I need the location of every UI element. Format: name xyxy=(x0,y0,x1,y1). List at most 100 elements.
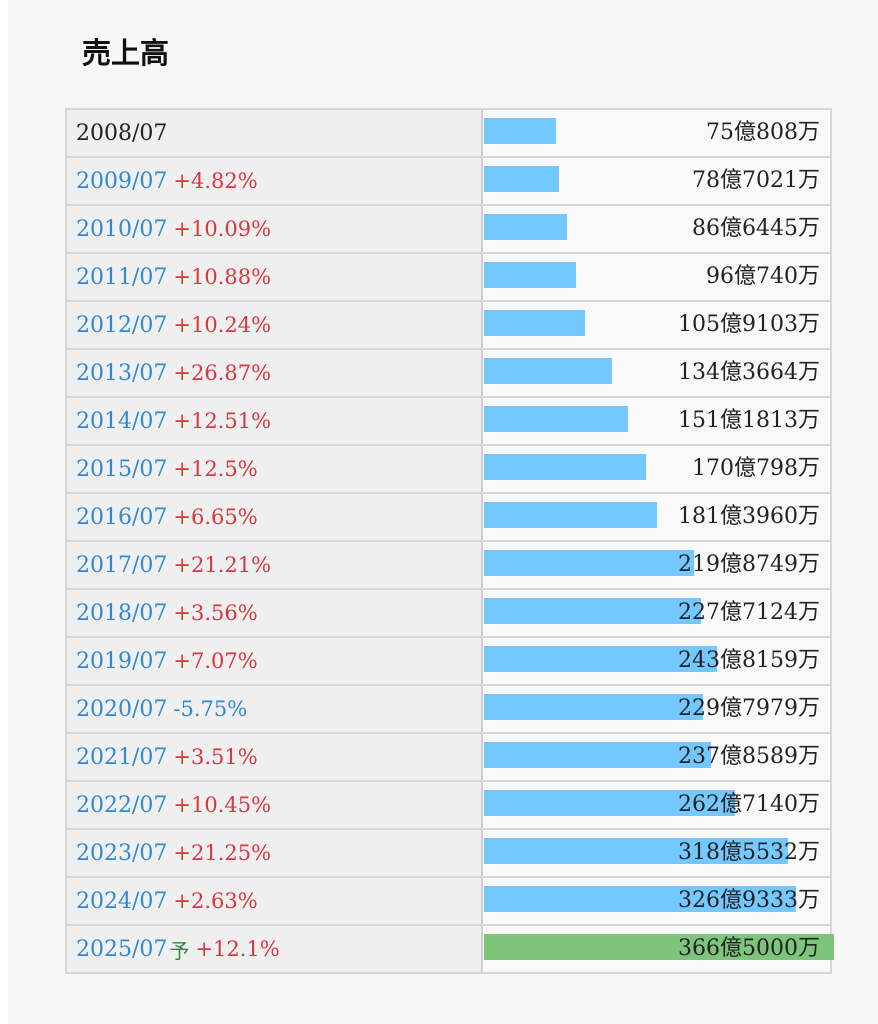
year-label[interactable]: 2014/07 xyxy=(76,408,168,434)
section-title: 売上高 xyxy=(82,36,170,70)
sales-bar xyxy=(484,550,694,576)
row-label-cell: 2024/07 +2.63% xyxy=(67,878,483,924)
bar-cell: 181億3960万 xyxy=(483,494,830,540)
table-row[interactable]: 2014/07 +12.51% 151億1813万 xyxy=(67,398,830,446)
bar-cell: 151億1813万 xyxy=(483,398,830,444)
bar-cell: 78億7021万 xyxy=(483,158,830,204)
bar-cell: 134億3664万 xyxy=(483,350,830,396)
sales-value-label: 78億7021万 xyxy=(692,168,820,193)
bar-cell: 75億808万 xyxy=(483,110,830,156)
year-label: 2008/07 xyxy=(76,120,168,146)
year-label[interactable]: 2017/07 xyxy=(76,552,168,578)
sales-value-label: 181億3960万 xyxy=(678,504,820,529)
table-row[interactable]: 2019/07 +7.07% 243億8159万 xyxy=(67,638,830,686)
yoy-change: +12.5% xyxy=(173,457,258,481)
table-row[interactable]: 2022/07 +10.45% 262億7140万 xyxy=(67,782,830,830)
sales-value-label: 86億6445万 xyxy=(692,216,820,241)
bar-cell: 262億7140万 xyxy=(483,782,830,828)
yoy-change: -5.75% xyxy=(173,697,248,721)
row-label-cell: 2019/07 +7.07% xyxy=(67,638,483,684)
bar-cell: 237億8589万 xyxy=(483,734,830,780)
row-label-cell: 2014/07 +12.51% xyxy=(67,398,483,444)
year-label[interactable]: 2010/07 xyxy=(76,216,168,242)
row-label-cell: 2016/07 +6.65% xyxy=(67,494,483,540)
table-row: 2008/07 75億808万 xyxy=(67,110,830,158)
row-label-cell: 2008/07 xyxy=(67,110,483,156)
sales-value-label: 326億9333万 xyxy=(678,888,820,913)
bar-cell: 318億5532万 xyxy=(483,830,830,876)
year-label[interactable]: 2025/07 xyxy=(76,936,168,962)
yoy-change: +2.63% xyxy=(173,889,258,913)
row-label-cell: 2018/07 +3.56% xyxy=(67,590,483,636)
table-row[interactable]: 2010/07 +10.09% 86億6445万 xyxy=(67,206,830,254)
year-label[interactable]: 2013/07 xyxy=(76,360,168,386)
sales-value-label: 96億740万 xyxy=(706,264,820,289)
bar-cell: 219億8749万 xyxy=(483,542,830,588)
sales-bar xyxy=(484,502,657,528)
yoy-change: +12.51% xyxy=(173,409,272,433)
sales-bar xyxy=(484,118,556,144)
table-row[interactable]: 2021/07 +3.51% 237億8589万 xyxy=(67,734,830,782)
sales-value-label: 237億8589万 xyxy=(678,744,820,769)
yoy-change: +10.24% xyxy=(173,313,272,337)
table-row[interactable]: 2020/07 -5.75% 229億7979万 xyxy=(67,686,830,734)
sales-bar xyxy=(484,214,567,240)
table-row[interactable]: 2017/07 +21.21% 219億8749万 xyxy=(67,542,830,590)
year-label[interactable]: 2024/07 xyxy=(76,888,168,914)
year-label[interactable]: 2018/07 xyxy=(76,600,168,626)
sales-bar xyxy=(484,358,612,384)
sales-bar xyxy=(484,790,735,816)
table-row[interactable]: 2011/07 +10.88% 96億740万 xyxy=(67,254,830,302)
table-row[interactable]: 2012/07 +10.24% 105億9103万 xyxy=(67,302,830,350)
yoy-change: +10.88% xyxy=(173,265,272,289)
year-label[interactable]: 2021/07 xyxy=(76,744,168,770)
table-row[interactable]: 2025/07 予 +12.1% 366億5000万 xyxy=(67,926,834,974)
sales-value-label: 151億1813万 xyxy=(678,408,820,433)
bar-cell: 243億8159万 xyxy=(483,638,830,684)
table-row[interactable]: 2015/07 +12.5% 170億798万 xyxy=(67,446,830,494)
forecast-marker: 予 xyxy=(169,938,190,963)
bar-cell: 227億7124万 xyxy=(483,590,830,636)
sales-bar xyxy=(484,454,646,480)
year-label[interactable]: 2019/07 xyxy=(76,648,168,674)
sales-value-label: 243億8159万 xyxy=(678,648,820,673)
bar-cell: 96億740万 xyxy=(483,254,830,300)
yoy-change: +3.51% xyxy=(173,745,258,769)
table-row[interactable]: 2016/07 +6.65% 181億3960万 xyxy=(67,494,830,542)
table-row[interactable]: 2009/07 +4.82% 78億7021万 xyxy=(67,158,830,206)
row-label-cell: 2022/07 +10.45% xyxy=(67,782,483,828)
table-row[interactable]: 2018/07 +3.56% 227億7124万 xyxy=(67,590,830,638)
year-label[interactable]: 2011/07 xyxy=(76,264,168,290)
row-label-cell: 2025/07 予 +12.1% xyxy=(67,926,483,972)
table-row[interactable]: 2013/07 +26.87% 134億3664万 xyxy=(67,350,830,398)
sales-bar xyxy=(484,166,559,192)
bar-cell: 326億9333万 xyxy=(483,878,830,924)
sales-value-label: 75億808万 xyxy=(706,120,820,145)
table-row[interactable]: 2024/07 +2.63% 326億9333万 xyxy=(67,878,830,926)
sales-bar xyxy=(484,886,796,912)
sales-value-label: 105億9103万 xyxy=(678,312,820,337)
yoy-change: +10.45% xyxy=(173,793,272,817)
bar-cell: 86億6445万 xyxy=(483,206,830,252)
yoy-change: +10.09% xyxy=(173,217,272,241)
sales-value-label: 229億7979万 xyxy=(678,696,820,721)
year-label[interactable]: 2012/07 xyxy=(76,312,168,338)
table-row[interactable]: 2023/07 +21.25% 318億5532万 xyxy=(67,830,830,878)
yoy-change: +6.65% xyxy=(173,505,258,529)
sales-bar xyxy=(484,262,576,288)
year-label[interactable]: 2009/07 xyxy=(76,168,168,194)
sales-table: 2008/07 75億808万 2009/07 +4.82% 78億7021万 2010/… xyxy=(65,108,834,974)
sales-bar xyxy=(484,646,717,672)
row-label-cell: 2013/07 +26.87% xyxy=(67,350,483,396)
row-label-cell: 2010/07 +10.09% xyxy=(67,206,483,252)
year-label[interactable]: 2023/07 xyxy=(76,840,168,866)
row-label-cell: 2011/07 +10.88% xyxy=(67,254,483,300)
year-label[interactable]: 2016/07 xyxy=(76,504,168,530)
year-label[interactable]: 2020/07 xyxy=(76,696,168,722)
sales-bar xyxy=(484,598,701,624)
year-label[interactable]: 2015/07 xyxy=(76,456,168,482)
bar-cell: 366億5000万 xyxy=(483,926,834,972)
sales-bar xyxy=(484,310,585,336)
year-label[interactable]: 2022/07 xyxy=(76,792,168,818)
yoy-change: +7.07% xyxy=(173,649,258,673)
